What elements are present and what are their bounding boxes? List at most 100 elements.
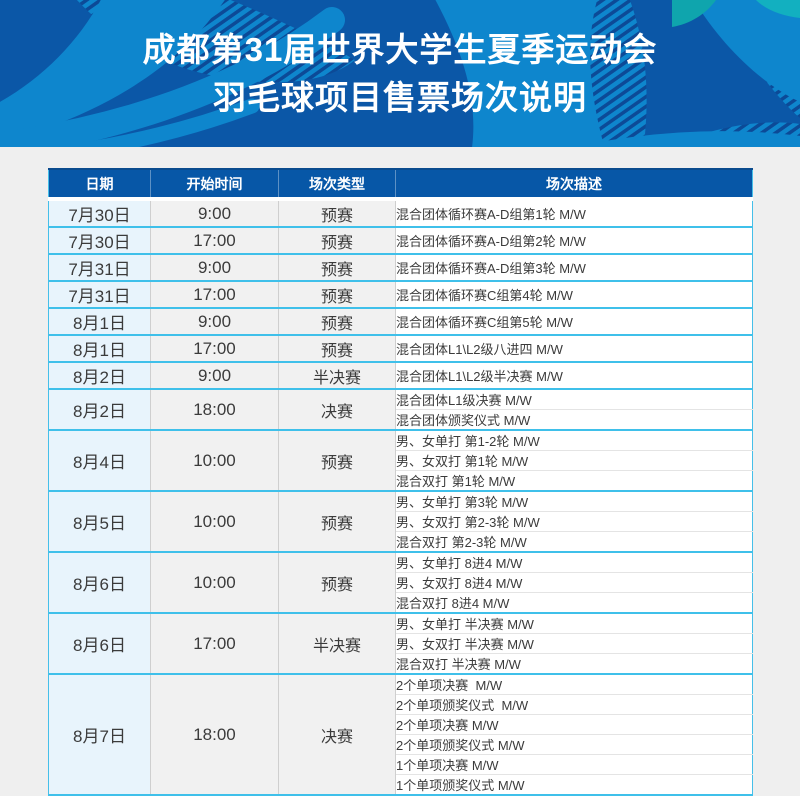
table-row: 男、女双打 第1轮 M/W	[48, 450, 753, 471]
type-cell: 预赛	[278, 199, 396, 227]
time-cell: 10:00	[150, 491, 279, 552]
time-cell: 10:00	[150, 430, 279, 491]
table-row: 8月7日 18:00 决赛 2个单项决赛 M/W	[48, 674, 753, 795]
time-cell: 9:00	[150, 308, 279, 335]
page-title-line-1: 成都第31届世界大学生夏季运动会	[142, 31, 658, 68]
column-header-session-type: 场次类型	[278, 168, 396, 201]
date-cell: 8月6日	[48, 552, 151, 613]
type-cell: 半决赛	[278, 362, 396, 389]
time-cell: 18:00	[150, 389, 279, 430]
type-cell: 半决赛	[278, 613, 396, 674]
event-description: 混合团体循环赛A-D组第3轮 M/W	[395, 254, 753, 281]
table-row: 混合团体颁奖仪式 M/W	[48, 409, 753, 430]
table-row: 7月31日 9:00 预赛 混合团体循环赛A-D组第3轮 M/W	[48, 254, 753, 281]
table-row: 男、女双打 半决赛 M/W	[48, 633, 753, 654]
column-header-start-time: 开始时间	[150, 168, 279, 201]
event-description: 混合团体循环赛C组第5轮 M/W	[395, 308, 753, 335]
type-cell: 预赛	[278, 335, 396, 362]
time-cell: 9:00	[150, 362, 279, 389]
type-cell: 预赛	[278, 227, 396, 254]
table-row: 混合双打 第1轮 M/W	[48, 470, 753, 491]
table-row: 8月5日 10:00 预赛 男、女单打 第3轮 M/W	[48, 491, 753, 552]
type-cell: 预赛	[278, 491, 396, 552]
date-cell: 8月1日	[48, 335, 151, 362]
time-cell: 9:00	[150, 199, 279, 227]
table-header: 日期 开始时间 场次类型 场次描述	[48, 168, 753, 201]
event-description: 1个单项决赛 M/W	[395, 754, 753, 775]
type-cell: 预赛	[278, 552, 396, 613]
banner-decoration-swirls	[0, 0, 800, 147]
table-row: 8月2日 9:00 半决赛 混合团体L1\L2级半决赛 M/W	[48, 362, 753, 389]
type-cell: 预赛	[278, 254, 396, 281]
type-cell: 预赛	[278, 281, 396, 308]
banner: 成都第31届世界大学生夏季运动会 羽毛球项目售票场次说明	[0, 0, 800, 147]
time-cell: 17:00	[150, 613, 279, 674]
table-row: 8月4日 10:00 预赛 男、女单打 第1-2轮 M/W	[48, 430, 753, 491]
table-row: 混合双打 半决赛 M/W	[48, 653, 753, 674]
event-description: 2个单项颁奖仪式 M/W	[395, 734, 753, 755]
date-cell: 8月6日	[48, 613, 151, 674]
column-header-date: 日期	[48, 168, 151, 201]
table-row: 8月1日 17:00 预赛 混合团体L1\L2级八进四 M/W	[48, 335, 753, 362]
event-description: 男、女双打 半决赛 M/W	[395, 633, 753, 654]
table-row: 2个单项颁奖仪式 M/W	[48, 734, 753, 755]
event-description: 混合团体L1\L2级半决赛 M/W	[395, 362, 753, 389]
event-description: 混合团体循环赛A-D组第2轮 M/W	[395, 227, 753, 254]
date-cell: 8月4日	[48, 430, 151, 491]
table-row: 混合双打 第2-3轮 M/W	[48, 531, 753, 552]
table-row: 男、女双打 8进4 M/W	[48, 572, 753, 593]
event-description: 混合双打 第2-3轮 M/W	[395, 531, 753, 552]
event-description: 男、女单打 第1-2轮 M/W	[395, 430, 753, 451]
table-row: 8月2日 18:00 决赛 混合团体L1级决赛 M/W	[48, 389, 753, 430]
date-cell: 8月5日	[48, 491, 151, 552]
date-cell: 7月30日	[48, 199, 151, 227]
schedule-body: 7月30日 9:00 预赛 混合团体循环赛A-D组第1轮 M/W 7月30日 17:00 预…	[48, 199, 753, 795]
table-row: 2个单项决赛 M/W	[48, 714, 753, 735]
type-cell: 决赛	[278, 389, 396, 430]
schedule-table-container: 日期 开始时间 场次类型 场次描述 7月30日 9:00 预赛 混合团体循环赛A-D组…	[48, 168, 753, 796]
table-header-row: 日期 开始时间 场次类型 场次描述	[48, 168, 753, 201]
event-description: 男、女单打 第3轮 M/W	[395, 491, 753, 512]
date-cell: 8月1日	[48, 308, 151, 335]
event-description: 男、女双打 第1轮 M/W	[395, 450, 753, 471]
event-description: 混合双打 半决赛 M/W	[395, 653, 753, 674]
event-description: 混合团体循环赛A-D组第1轮 M/W	[395, 199, 753, 227]
time-cell: 18:00	[150, 674, 279, 795]
event-description: 男、女双打 8进4 M/W	[395, 572, 753, 593]
time-cell: 17:00	[150, 281, 279, 308]
table-row: 7月30日 9:00 预赛 混合团体循环赛A-D组第1轮 M/W	[48, 199, 753, 227]
event-description: 男、女双打 第2-3轮 M/W	[395, 511, 753, 532]
table-row: 8月1日 9:00 预赛 混合团体循环赛C组第5轮 M/W	[48, 308, 753, 335]
date-cell: 7月31日	[48, 254, 151, 281]
event-description: 混合团体循环赛C组第4轮 M/W	[395, 281, 753, 308]
event-description: 男、女单打 半决赛 M/W	[395, 613, 753, 634]
event-description: 2个单项决赛 M/W	[395, 714, 753, 735]
page-title-line-2: 羽毛球项目售票场次说明	[213, 79, 587, 116]
event-description: 2个单项决赛 M/W	[395, 674, 753, 695]
date-cell: 8月2日	[48, 362, 151, 389]
date-cell: 7月30日	[48, 227, 151, 254]
event-description: 混合团体L1\L2级八进四 M/W	[395, 335, 753, 362]
table-row: 8月6日 10:00 预赛 男、女单打 8进4 M/W	[48, 552, 753, 613]
event-description: 混合团体颁奖仪式 M/W	[395, 409, 753, 430]
table-row: 男、女双打 第2-3轮 M/W	[48, 511, 753, 532]
time-cell: 9:00	[150, 254, 279, 281]
event-description: 1个单项颁奖仪式 M/W	[395, 774, 753, 795]
time-cell: 10:00	[150, 552, 279, 613]
table-row: 7月30日 17:00 预赛 混合团体循环赛A-D组第2轮 M/W	[48, 227, 753, 254]
event-description: 混合团体L1级决赛 M/W	[395, 389, 753, 410]
date-cell: 8月7日	[48, 674, 151, 795]
type-cell: 预赛	[278, 430, 396, 491]
type-cell: 预赛	[278, 308, 396, 335]
table-row: 7月31日 17:00 预赛 混合团体循环赛C组第4轮 M/W	[48, 281, 753, 308]
page-title: 成都第31届世界大学生夏季运动会 羽毛球项目售票场次说明	[0, 26, 800, 122]
event-description: 男、女单打 8进4 M/W	[395, 552, 753, 573]
event-description: 2个单项颁奖仪式 M/W	[395, 694, 753, 715]
event-description: 混合双打 8进4 M/W	[395, 592, 753, 613]
table-row: 2个单项颁奖仪式 M/W	[48, 694, 753, 715]
table-row: 混合双打 8进4 M/W	[48, 592, 753, 613]
table-row: 8月6日 17:00 半决赛 男、女单打 半决赛 M/W	[48, 613, 753, 674]
date-cell: 8月2日	[48, 389, 151, 430]
date-cell: 7月31日	[48, 281, 151, 308]
event-description: 混合双打 第1轮 M/W	[395, 470, 753, 491]
